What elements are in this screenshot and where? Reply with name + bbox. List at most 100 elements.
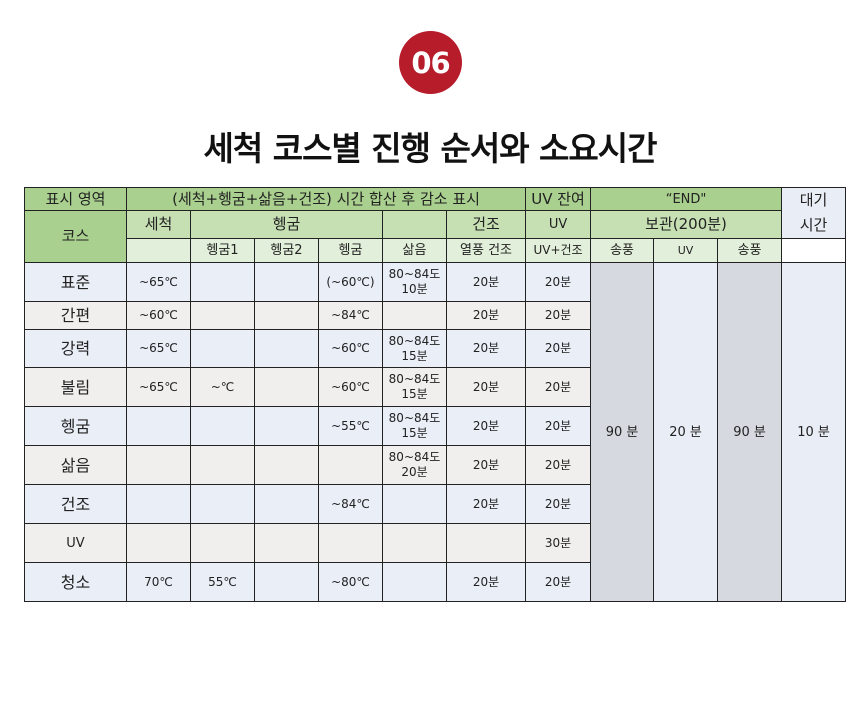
table-row: 표준 ~65℃ (~60℃) 80~84도 10분 20분 20분 90 분 20 분 90 분… (24, 262, 847, 602)
course-cell (445, 523, 527, 563)
course-name: 불림 (24, 367, 127, 407)
course-cell: 20분 (445, 301, 527, 330)
subheader-cell (126, 238, 191, 263)
subheader-cell: 송풍 (717, 238, 783, 263)
course-cell (126, 406, 191, 446)
course-cell: ~84℃ (318, 484, 383, 524)
course-cell: ~60℃ (318, 367, 383, 407)
course-name: 간편 (24, 301, 127, 330)
subheader-cell: 삶음 (382, 238, 447, 263)
course-cell (254, 445, 319, 485)
course-cell: ~60℃ (126, 301, 191, 330)
course-cell: 20분 (525, 301, 592, 330)
course-cell: 20분 (445, 329, 527, 368)
course-cell: 55℃ (190, 562, 255, 602)
header-end: “END" (590, 187, 783, 211)
course-cell: ~65℃ (126, 262, 191, 302)
course-cell: 20분 (445, 262, 527, 302)
course-cell (190, 406, 255, 446)
course-cell (318, 523, 383, 563)
course-name: 강력 (24, 329, 127, 368)
course-name: 삶음 (24, 445, 127, 485)
storage-time-cell: 20 분 (653, 262, 719, 602)
course-cell (382, 301, 447, 330)
subheader-cell: 송풍 (590, 238, 655, 263)
course-cell (382, 523, 447, 563)
course-cell: 80~84도 20분 (382, 445, 447, 485)
header-rinse: 헹굼 (190, 210, 383, 239)
header-storage: 보관(200분) (590, 210, 783, 239)
table-row: UV 30분 (24, 523, 846, 563)
table-row: 간편 ~60℃ ~84℃ 20분 20분 (24, 301, 846, 330)
wait-time-line1: 대기 (799, 191, 828, 209)
course-cell: ~84℃ (318, 301, 383, 330)
storage-time-cell: 90 분 (590, 262, 655, 602)
subheader-cell (781, 238, 847, 263)
course-cell: 80~84도 15분 (382, 329, 447, 368)
header-dry: 건조 (445, 210, 527, 239)
header-empty (382, 210, 447, 239)
course-cell: 20분 (445, 445, 527, 485)
course-cell: ~℃ (190, 367, 255, 407)
course-cell (254, 367, 319, 407)
course-cell (126, 523, 191, 563)
page-title: 세척 코스별 진행 순서와 소요시간 (203, 129, 658, 168)
header-uv: UV (525, 210, 592, 239)
header-course: 코스 (24, 210, 127, 263)
subheader-cell: 헹굼 (318, 238, 383, 263)
course-cell: 20분 (445, 484, 527, 524)
course-cell (254, 262, 319, 302)
course-cell: 20분 (525, 262, 592, 302)
course-cell: ~55℃ (318, 406, 383, 446)
course-cell (190, 329, 255, 368)
course-cell (190, 445, 255, 485)
course-cell: 20분 (525, 367, 592, 407)
table-row: 불림 ~65℃ ~℃ ~60℃ 80~84도 15분 20분 20분 (24, 367, 846, 407)
course-cell (190, 523, 255, 563)
course-cell (382, 562, 447, 602)
course-name: 건조 (24, 484, 127, 524)
course-cell: ~65℃ (126, 367, 191, 407)
course-cell: ~80℃ (318, 562, 383, 602)
table-row: 건조 ~84℃ 20분 20분 (24, 484, 846, 524)
course-cell (254, 329, 319, 368)
wait-time-line2: 시간 (799, 216, 828, 234)
course-cell (254, 484, 319, 524)
course-cell: ~60℃ (318, 329, 383, 368)
course-cell (318, 445, 383, 485)
subheader-cell: 헹굼2 (254, 238, 319, 263)
course-cell: 80~84도 15분 (382, 406, 447, 446)
header-wash: 세척 (126, 210, 191, 239)
subheader-cell: UV (653, 238, 719, 263)
course-cell (254, 562, 319, 602)
course-cell (190, 301, 255, 330)
course-cell: 70℃ (126, 562, 191, 602)
course-cell: 30분 (525, 523, 592, 563)
course-cell (190, 262, 255, 302)
subheader-cell: 헹굼1 (190, 238, 255, 263)
storage-time-cell: 10 분 (781, 262, 847, 602)
course-cell (254, 406, 319, 446)
storage-time-cell: 90 분 (717, 262, 783, 602)
course-cell (382, 484, 447, 524)
table-row: 청소 70℃ 55℃ ~80℃ 20분 20분 (24, 562, 846, 602)
step-number-badge: 06 (399, 31, 462, 94)
course-name: 표준 (24, 262, 127, 302)
course-cell (190, 484, 255, 524)
subheader-cell: 열풍 건조 (445, 238, 527, 263)
course-cell: 20분 (525, 562, 592, 602)
course-cell: 80~84도 15분 (382, 367, 447, 407)
course-name: UV (24, 523, 127, 563)
course-cell (126, 484, 191, 524)
course-name: 청소 (24, 562, 127, 602)
course-cell: 80~84도 10분 (382, 262, 447, 302)
course-name: 헹굼 (24, 406, 127, 446)
header-sum-note: (세척+헹굼+삶음+건조) 시간 합산 후 감소 표시 (125, 187, 527, 211)
header-display-area: 표시 영역 (24, 187, 127, 211)
table-row: 삶음 80~84도 20분 20분 20분 (24, 445, 846, 485)
subheader-cell: UV+건조 (525, 238, 592, 263)
course-cell (126, 445, 191, 485)
course-cell: 20분 (445, 406, 527, 446)
course-table: 표시 영역 (세척+헹굼+삶음+건조) 시간 합산 후 감소 표시 UV 잔여 … (24, 187, 847, 602)
